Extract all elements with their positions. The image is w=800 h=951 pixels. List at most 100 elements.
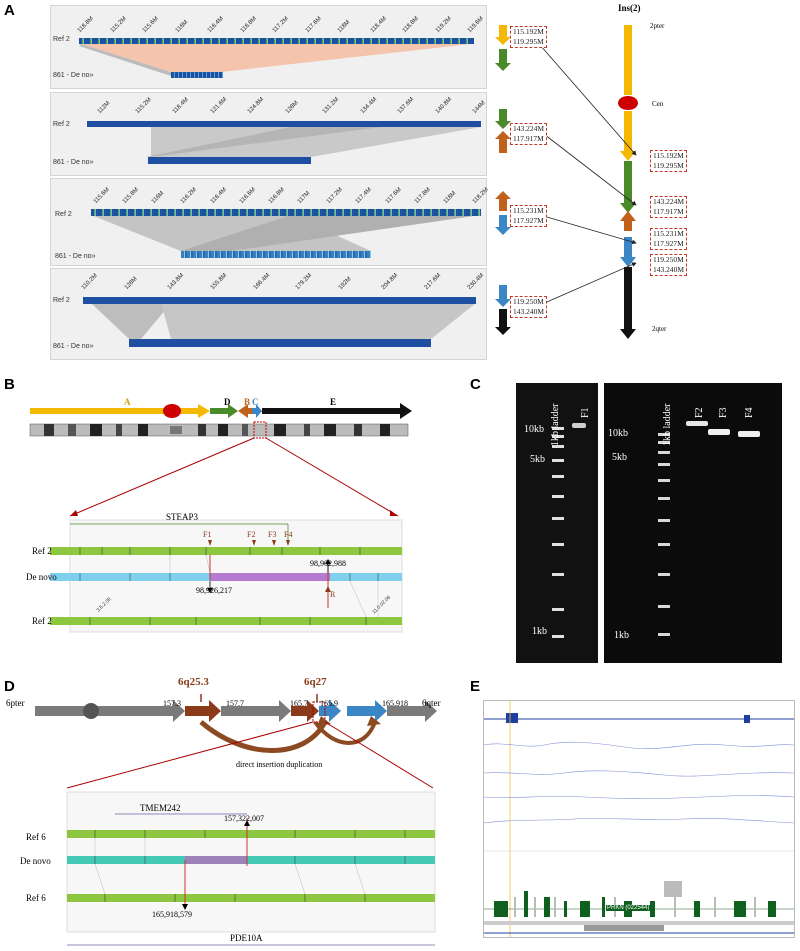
ins-title: Ins(2) [618, 3, 641, 13]
gene-label-prkn: PRKN (022544) [606, 905, 651, 911]
query-label: 861 - De no» [53, 343, 94, 350]
band-6q25-3: 6q25.3 [178, 676, 209, 688]
ladder-band [552, 427, 564, 430]
segment-d-label: D [224, 397, 231, 407]
segment-b-label: B [244, 397, 251, 407]
ladder-band [552, 459, 564, 462]
segment-c-label: C [252, 397, 259, 407]
marker-1kb-left: 1kb [532, 626, 547, 637]
coord-right: 98,902,988 [310, 559, 346, 568]
ladder-band [658, 605, 670, 608]
coord-value: 117.917M [513, 134, 544, 143]
track-label-denovo: De novo [26, 572, 57, 582]
lane-label-f3: F3 [718, 407, 729, 418]
track-ref6-bottom: Ref 6 [26, 893, 46, 903]
ladder-band [658, 519, 670, 522]
pos-165-7: 165.7 [290, 699, 308, 708]
coord-value: 117.927M [653, 239, 684, 248]
marker-5kb-right: 5kb [612, 452, 627, 463]
coord-value: 117.917M [653, 207, 684, 216]
gel-right [604, 383, 782, 663]
ladder-band [658, 543, 670, 546]
coord-value: 119.295M [653, 161, 684, 170]
coord-value: 115.231M [513, 206, 544, 215]
panel-label-a: A [4, 2, 15, 19]
ladder-band [658, 433, 670, 436]
ref-label: Ref 2 [53, 36, 70, 43]
ladder-band [658, 463, 670, 466]
primer-f1: F1 [203, 530, 212, 539]
alignment-row-4-svg [83, 297, 476, 347]
ladder-band [552, 445, 564, 448]
coord-value: 115.231M [653, 229, 684, 238]
query-contig-bar [171, 72, 223, 78]
primer-r: R [330, 590, 336, 599]
coord-value: 143.240M [653, 265, 685, 274]
band-f3 [708, 429, 730, 435]
pter-6: 6pter [6, 698, 25, 708]
query-contig-bar [181, 251, 371, 258]
ladder-band [552, 635, 564, 638]
coord-value: 115.192M [653, 151, 684, 160]
right-coord-box-4: 119.250M 143.240M [650, 254, 688, 276]
marker-5kb-left: 5kb [530, 454, 545, 465]
lane-label-f4: F4 [744, 407, 755, 418]
optical-map-row-4: Ref 2 861 - De no» 110.2M 128M 143.8M 155.8… [50, 268, 487, 360]
qter-6: 6qter [422, 698, 441, 708]
lane-label-f1: F1 [580, 407, 591, 418]
pter-label: 2pter [650, 22, 665, 30]
pos-157-3: 157.3 [163, 699, 181, 708]
segment-a-label: A [124, 397, 131, 407]
optical-map-row-2: Ref 2 861 - De no» 112M 115.2M 118.4M 121.6… [50, 92, 487, 176]
panel-label-d: D [4, 678, 15, 695]
gene-pde10a: PDE10A [230, 933, 263, 943]
panel-label-c: C [470, 376, 481, 393]
band-f1 [572, 423, 586, 428]
coord-value: 143.224M [513, 124, 545, 133]
coord-left: 98,926,217 [196, 586, 232, 595]
coord-box-a2: 143.224M 117.917M [510, 123, 548, 145]
genome-browser-panel: PRKN (022544) [483, 700, 795, 938]
coord-box-a4: 119.250M 143.240M [510, 296, 548, 318]
ladder-label-right: 1kb ladder [662, 403, 673, 447]
alignment-row-1-svg [79, 38, 474, 78]
coord-value: 117.927M [513, 216, 544, 225]
ladder-band [552, 435, 564, 438]
alignment-row-2-svg [87, 121, 481, 164]
right-coord-box-3: 115.231M 117.927M [650, 228, 687, 250]
panel-a-schematic-svg [495, 25, 638, 339]
pos-165-9: 165.9 [320, 699, 338, 708]
ladder-band [658, 451, 670, 454]
coord-value: 115.192M [513, 27, 544, 36]
genome-browser-svg [483, 701, 795, 937]
coord-top-d: 157,322,007 [224, 814, 264, 823]
primer-f4: F4 [284, 530, 293, 539]
gene-tmem242: TMEM242 [140, 803, 181, 813]
marker-10kb-left: 10kb [524, 424, 544, 435]
ladder-band [552, 495, 564, 498]
insertion-caption: direct insertion duplication [236, 760, 323, 769]
ladder-band [658, 479, 670, 482]
coord-value: 119.295M [513, 37, 544, 46]
coord-bottom-d: 165,918,579 [152, 910, 192, 919]
panel-label-e: E [470, 678, 481, 695]
track-ref6: Ref 6 [26, 832, 46, 842]
gene-steap3: STEAP3 [166, 512, 199, 522]
ref-label: Ref 2 [53, 297, 70, 304]
optical-map-row-1: Ref 2 861 - De no» 118.8M 115.2M 115.6M 116… [50, 5, 487, 89]
ladder-band [658, 497, 670, 500]
ladder-band [658, 573, 670, 576]
query-label: 861 - De no» [53, 72, 94, 79]
ladder-band [658, 633, 670, 636]
ladder-band [658, 441, 670, 444]
pos-157-7: 157.7 [226, 699, 244, 708]
right-coord-box-2: 143.224M 117.917M [650, 196, 688, 218]
primer-f2: F2 [247, 530, 256, 539]
right-coord-box-1: 115.192M 119.295M [650, 150, 687, 172]
gel-left [516, 383, 598, 663]
ladder-band [552, 543, 564, 546]
query-label: 861 - De no» [53, 159, 94, 166]
panel-d-svg [35, 694, 437, 946]
track-denovo-d: De novo [20, 856, 51, 866]
ladder-band [552, 475, 564, 478]
